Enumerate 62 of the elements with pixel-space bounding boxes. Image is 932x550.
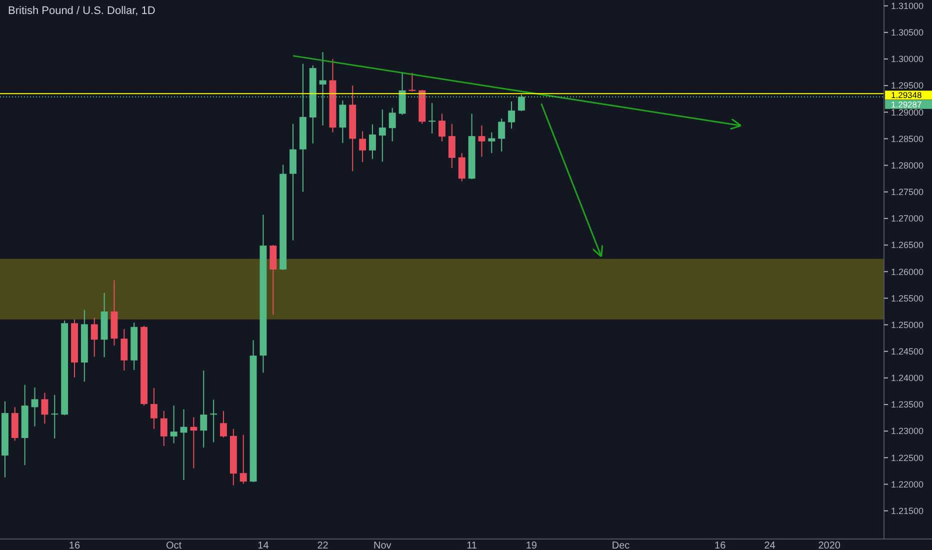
candlestick: [41, 392, 48, 424]
candlestick: [51, 394, 58, 440]
y-tick-label: 1.25000: [891, 320, 924, 330]
y-tick-label: 1.26000: [891, 266, 924, 277]
candlestick: [438, 113, 446, 142]
candlestick: [448, 123, 456, 168]
y-tick-label: 1.28000: [891, 160, 924, 170]
ref-line-label: 1.29287: [891, 99, 922, 110]
candlestick: [368, 124, 376, 160]
candlestick: [359, 130, 366, 163]
x-tick-label: 16: [68, 540, 80, 550]
candlestick: [498, 118, 506, 152]
candlestick: [408, 72, 416, 92]
candlestick: [270, 244, 277, 316]
candlestick: [210, 399, 218, 443]
candlestick: [31, 387, 38, 427]
candlestick: [120, 328, 128, 371]
candlestick: [508, 101, 516, 130]
candlestick: [240, 434, 247, 484]
chart-title: British Pound / U.S. Dollar, 1D: [8, 5, 156, 17]
y-tick-label: 1.22000: [891, 479, 924, 490]
candlestick: [200, 370, 208, 448]
y-tick-label: 1.29500: [891, 80, 924, 91]
y-tick-label: 1.30500: [891, 28, 924, 38]
candlestick: [478, 124, 486, 158]
x-tick-label: 2020: [818, 540, 841, 550]
y-tick-label: 1.25500: [891, 293, 924, 304]
y-tick-label: 1.24500: [891, 346, 924, 357]
y-tick-label: 1.28500: [891, 134, 924, 144]
x-tick-label: Nov: [374, 540, 392, 550]
x-tick-label: Oct: [166, 540, 182, 550]
x-tick-label: 14: [258, 540, 270, 550]
y-tick-label: 1.26500: [891, 240, 924, 250]
candlestick: [428, 102, 436, 134]
candlestick: [378, 109, 386, 162]
candlestick: [388, 107, 396, 142]
y-tick-label: 1.23500: [891, 400, 924, 410]
candlestick: [150, 388, 158, 430]
y-tick-label: 1.27000: [891, 214, 924, 224]
x-tick-label: 22: [317, 540, 329, 550]
y-tick-label: 1.31000: [891, 0, 924, 11]
ref-line-label: 1.29348: [891, 90, 922, 100]
x-tick-label: 11: [466, 540, 478, 550]
candlestick: [170, 405, 178, 444]
y-tick-label: 1.24000: [891, 373, 924, 384]
candlestick: [339, 100, 346, 144]
candlestick: [220, 410, 227, 438]
candlestick: [488, 132, 496, 154]
x-tick-label: 16: [714, 540, 726, 550]
candlestick: [190, 416, 198, 469]
x-tick-label: 24: [764, 540, 776, 550]
candlestick: [160, 410, 168, 446]
x-tick-label: 19: [526, 540, 538, 550]
x-tick-label: Dec: [612, 540, 630, 550]
y-tick-label: 1.22500: [891, 452, 924, 463]
y-tick-label: 1.30000: [891, 54, 924, 64]
y-tick-label: 1.27500: [891, 187, 924, 198]
candlestick: [458, 152, 466, 182]
y-tick-label: 1.23000: [891, 426, 924, 436]
y-tick-label: 1.29000: [891, 107, 924, 118]
candlestick: [90, 317, 98, 358]
y-tick-label: 1.21500: [891, 506, 924, 516]
